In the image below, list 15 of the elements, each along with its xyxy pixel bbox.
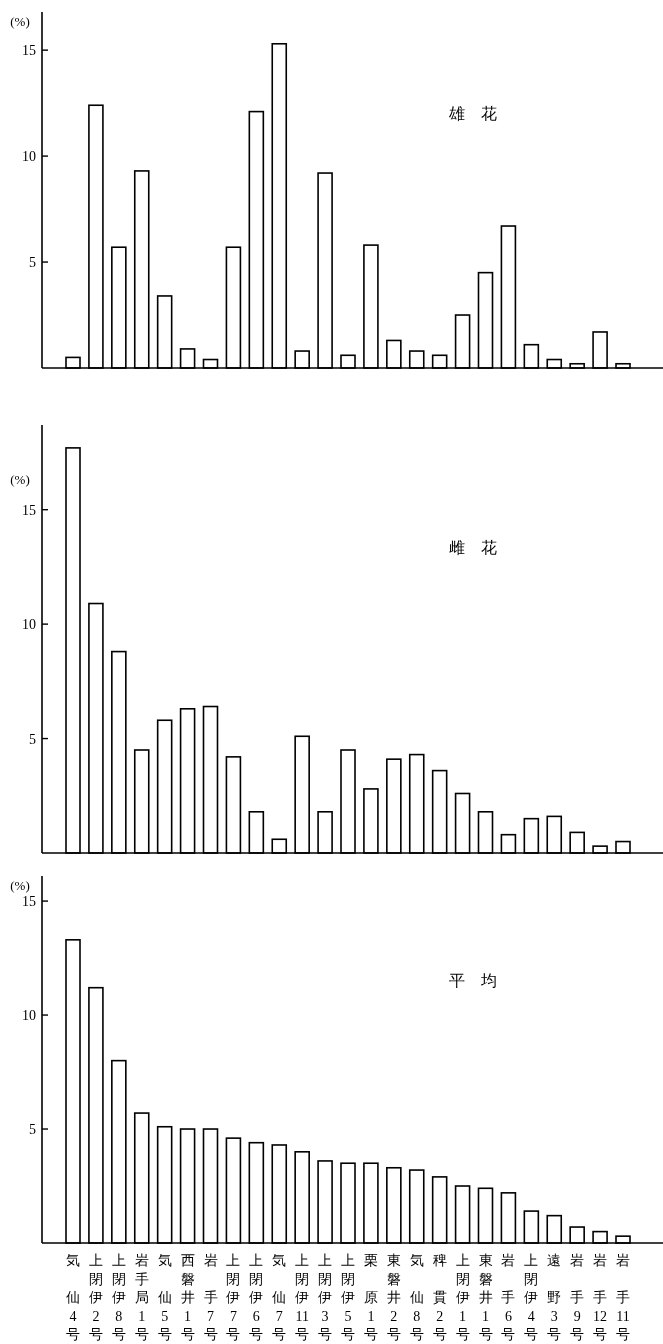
y-axis-title: (%) [10, 472, 30, 487]
annotation: 雄 花 [448, 104, 497, 122]
y-tick-label: 5 [29, 731, 36, 747]
annotation: 雌 花 [449, 539, 497, 557]
y-tick-label: 5 [29, 1122, 36, 1138]
y-tick-label: 10 [22, 617, 36, 633]
y-tick-label: 15 [22, 894, 36, 910]
y-tick-label: 15 [22, 502, 36, 518]
y-tick-label: 15 [22, 43, 36, 59]
y-tick-label: 5 [29, 255, 36, 271]
annotation: 平 均 [449, 972, 497, 990]
y-tick-label: 10 [22, 1008, 36, 1024]
y-tick-label: 10 [22, 149, 36, 165]
y-axis-title: (%) [10, 878, 30, 893]
y-axis-title: (%) [10, 14, 30, 29]
